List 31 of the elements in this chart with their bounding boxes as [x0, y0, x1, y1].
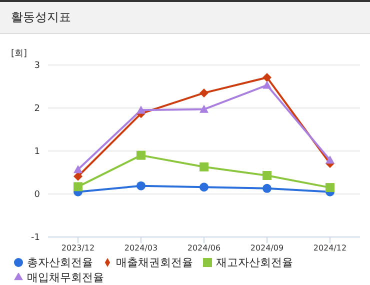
legend-label: 총자산회전율: [27, 256, 93, 269]
y-tick-label: 1: [34, 147, 40, 158]
point: [200, 162, 208, 172]
y-tick-label: 2: [34, 104, 40, 114]
x-tick-label: 2024/09: [250, 244, 284, 253]
point: [200, 104, 208, 113]
point: [262, 184, 272, 193]
y-tick-label: -1: [31, 233, 40, 244]
x-tick-label: 2023/12: [61, 244, 95, 253]
point: [262, 80, 272, 89]
point: [136, 150, 146, 160]
point: [326, 156, 334, 164]
legend-label: 매출채권회전율: [116, 256, 193, 269]
y-tick-label: 0: [34, 190, 40, 200]
point: [74, 164, 82, 174]
point: [200, 88, 208, 98]
point: [200, 182, 208, 192]
point: [136, 181, 146, 190]
x-tick-label: 2024/06: [187, 244, 221, 253]
point: [262, 171, 272, 180]
point: [74, 182, 82, 192]
x-tick-label: 2024/12: [313, 244, 347, 253]
chart-title: 활동성지표: [0, 0, 370, 34]
legend-label: 재고자산회전율: [216, 256, 293, 269]
y-tick-label: 3: [34, 61, 40, 72]
point: [326, 183, 334, 192]
y-axis-title: [회]: [11, 48, 28, 60]
point: [136, 106, 146, 114]
point: [262, 72, 272, 82]
x-tick-label: 2024/03: [124, 244, 158, 253]
legend-label: 매입채무회전율: [27, 271, 104, 284]
